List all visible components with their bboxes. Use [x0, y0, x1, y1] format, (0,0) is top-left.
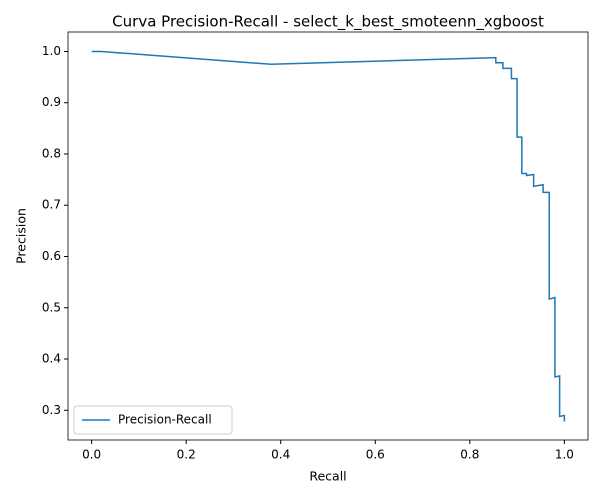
- y-tick-label: 0.9: [42, 95, 61, 109]
- x-tick-label: 0.6: [366, 448, 385, 462]
- x-axis-title: Recall: [309, 469, 346, 484]
- x-tick-label: 0.0: [82, 448, 101, 462]
- y-tick-label: 0.5: [42, 300, 61, 314]
- plot-frame: [67, 31, 589, 441]
- y-tick-label: 0.4: [42, 352, 61, 366]
- y-axis-title: Precision: [14, 208, 29, 264]
- y-tick-label: 1.0: [42, 44, 61, 58]
- x-tick-label: 0.2: [177, 448, 196, 462]
- legend-box: [73, 405, 233, 435]
- y-tick-label: 0.6: [42, 249, 61, 263]
- line: [91, 50, 566, 422]
- chart-title: Curva Precision-Recall - select_k_best_s…: [112, 13, 544, 32]
- x-tick-label: 0.4: [271, 448, 290, 462]
- x-tick-label: 1.0: [555, 448, 574, 462]
- x-tick-label: 0.8: [460, 448, 479, 462]
- legend-label: Precision-Recall: [118, 413, 212, 427]
- y-tick-label: 0.3: [42, 403, 61, 417]
- y-tick-label: 0.7: [42, 198, 61, 212]
- y-tick-label: 0.8: [42, 146, 61, 160]
